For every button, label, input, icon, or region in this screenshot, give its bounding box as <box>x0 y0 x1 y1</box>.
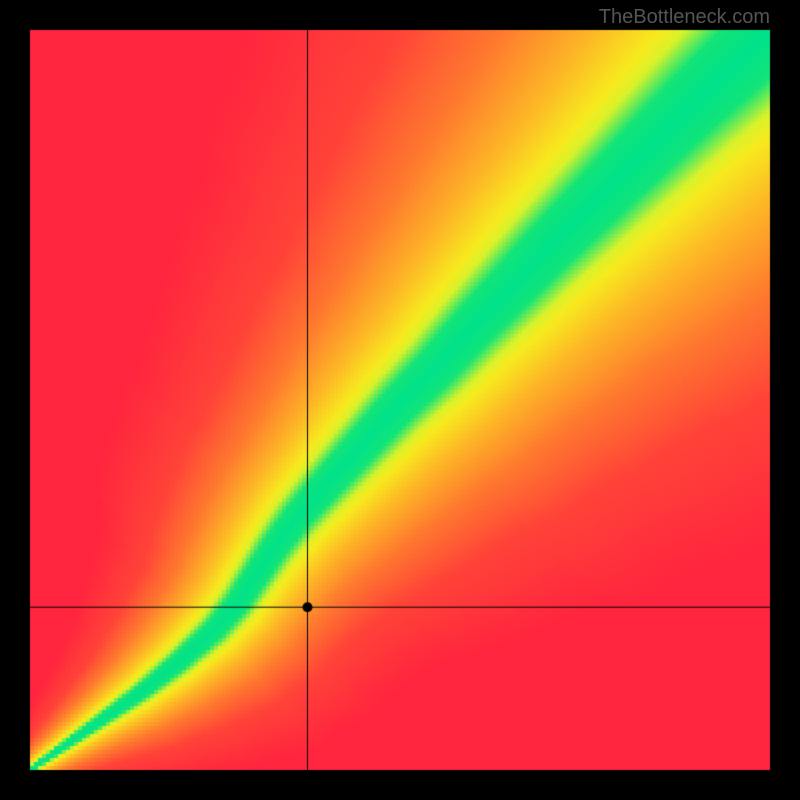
bottleneck-heatmap <box>0 0 800 800</box>
watermark-text: TheBottleneck.com <box>599 6 770 29</box>
chart-container: TheBottleneck.com <box>0 0 800 800</box>
